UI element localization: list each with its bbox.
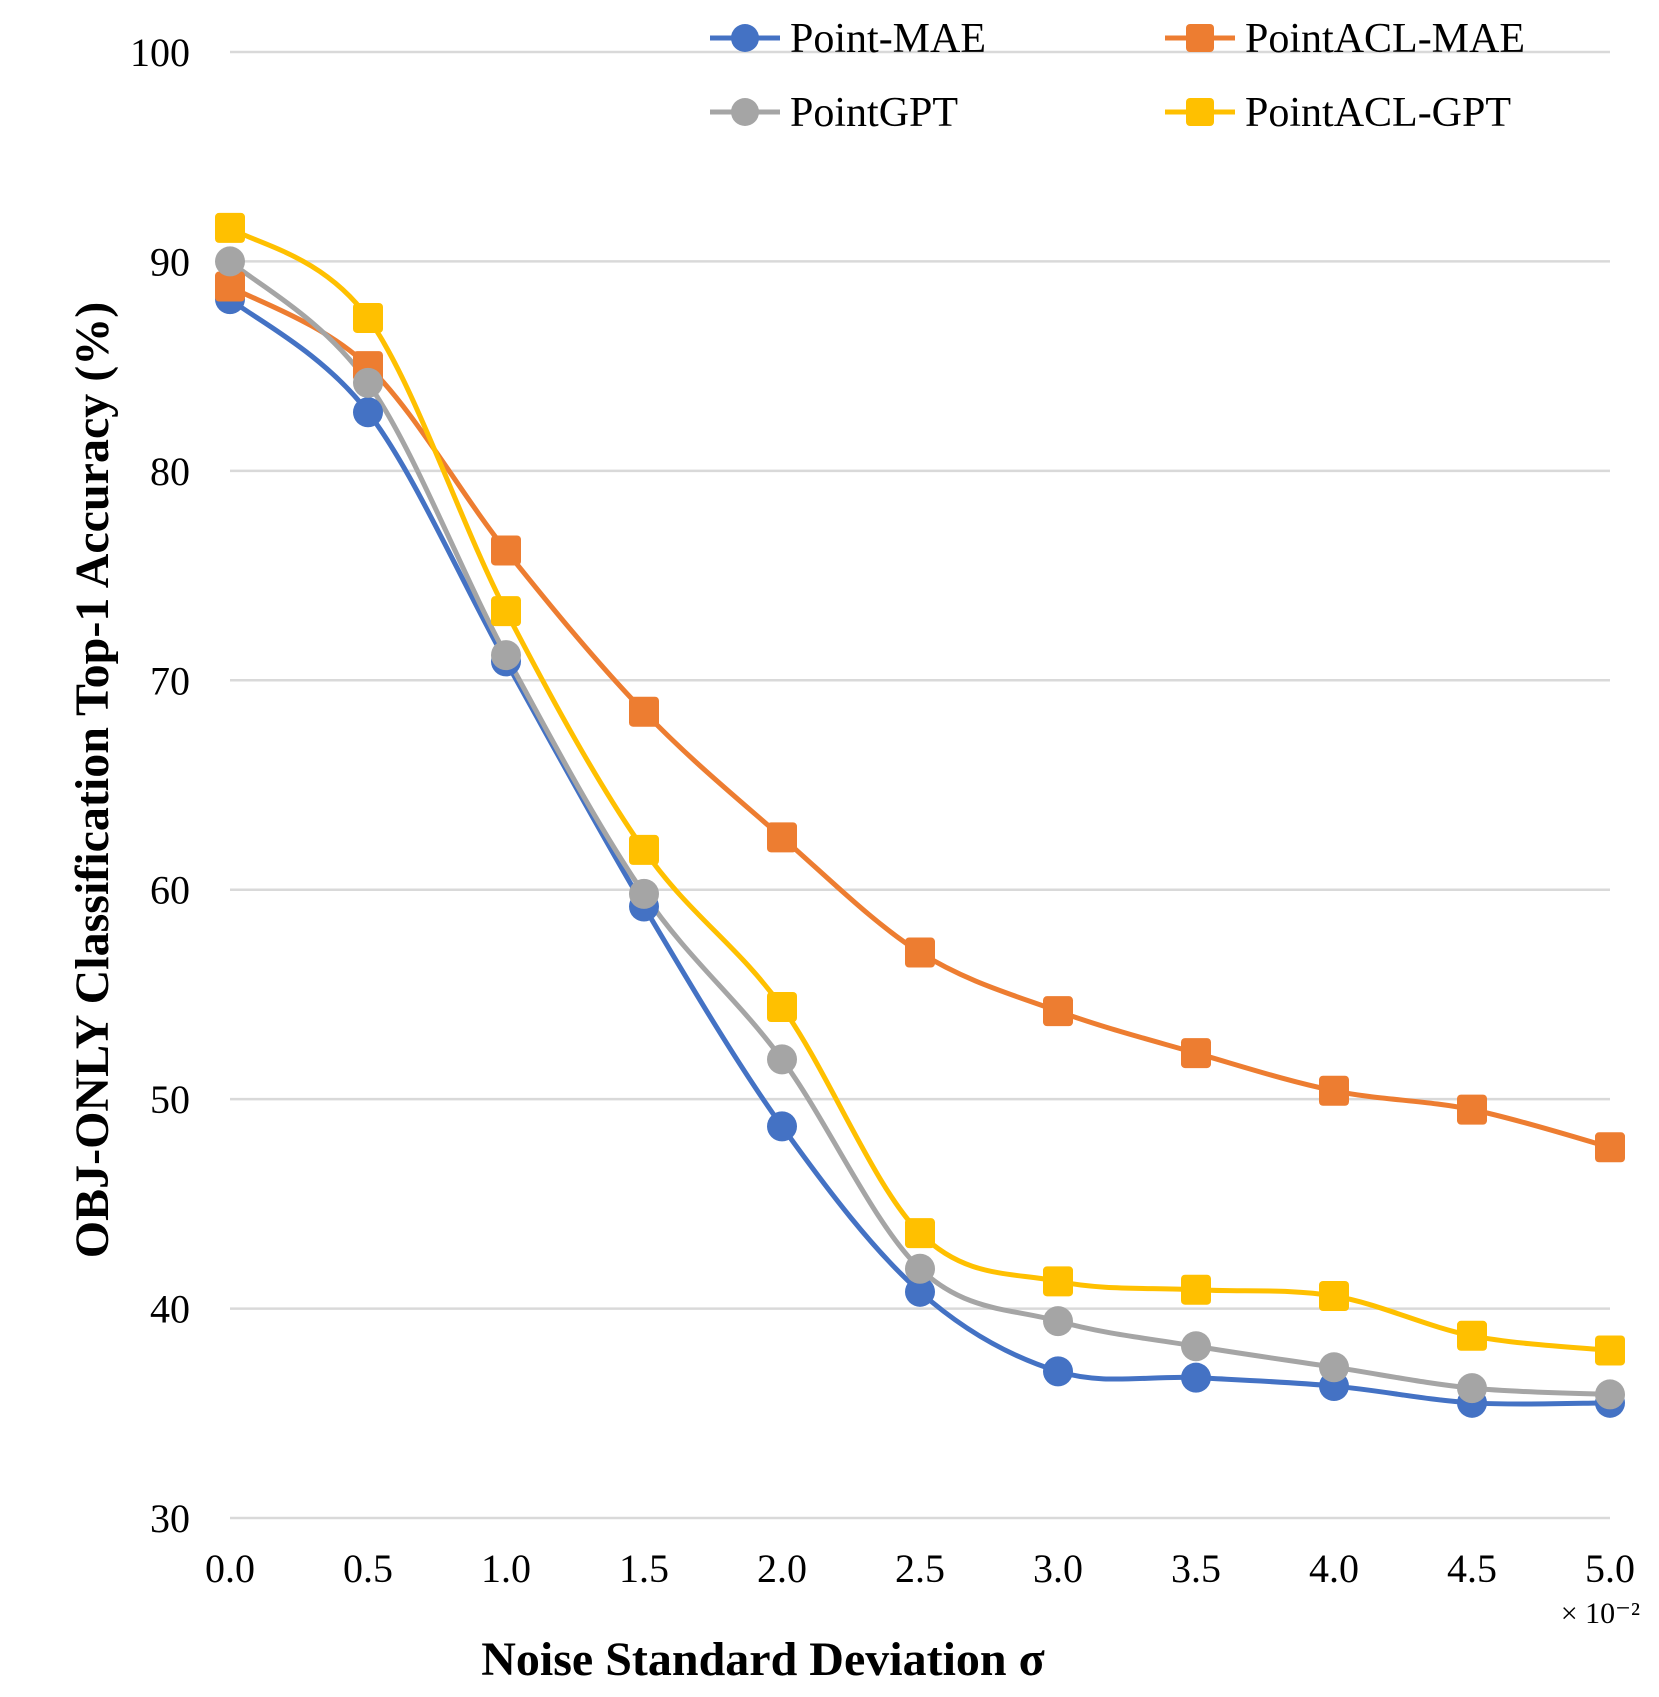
x-tick-label: 3.0 xyxy=(1033,1546,1083,1591)
legend-swatch-marker xyxy=(1186,98,1214,126)
x-tick-label: 2.0 xyxy=(757,1546,807,1591)
data-point xyxy=(629,834,659,865)
legend: Point-MAE PointACL-MAE PointGPT PointACL-GP… xyxy=(710,16,1525,136)
x-tick-label: 2.5 xyxy=(895,1546,945,1591)
legend-label: Point-MAE xyxy=(790,16,986,62)
y-axis-title: OBJ-ONLY Classification Top-1 Accuracy (… xyxy=(66,302,119,1258)
legend-swatch-marker xyxy=(1186,24,1214,52)
x-axis-multiplier: × 10⁻² xyxy=(1561,1597,1640,1630)
data-point xyxy=(767,822,797,853)
data-point xyxy=(353,367,383,398)
data-point xyxy=(491,535,521,566)
y-tick-label: 70 xyxy=(150,658,190,703)
data-point xyxy=(767,1044,797,1075)
legend-item-pointacl-mae: PointACL-MAE xyxy=(1165,16,1525,62)
data-point xyxy=(629,878,659,909)
data-point xyxy=(1319,1075,1349,1106)
data-point xyxy=(1595,1132,1625,1163)
y-tick-label: 60 xyxy=(150,868,190,913)
data-point xyxy=(215,212,245,243)
legend-label: PointACL-GPT xyxy=(1245,90,1511,136)
data-point xyxy=(491,640,521,671)
data-point xyxy=(1595,1335,1625,1366)
x-tick-label: 4.0 xyxy=(1309,1546,1359,1591)
data-point xyxy=(767,1111,797,1142)
series-markers xyxy=(215,212,1625,1418)
x-tick-label: 0.5 xyxy=(343,1546,393,1591)
data-point xyxy=(905,937,935,968)
x-tick-labels: 0.0 0.5 1.0 1.5 2.0 2.5 3.0 3.5 4.0 4.5 5.0 xyxy=(205,1546,1635,1591)
data-point xyxy=(1181,1362,1211,1393)
data-point xyxy=(1595,1379,1625,1410)
data-point xyxy=(1043,996,1073,1027)
series-points-pointacl-mae xyxy=(215,271,1625,1163)
y-tick-label: 90 xyxy=(150,239,190,284)
x-tick-label: 1.5 xyxy=(619,1546,669,1591)
x-tick-label: 5.0 xyxy=(1585,1546,1635,1591)
data-point xyxy=(1181,1038,1211,1069)
data-point xyxy=(767,991,797,1022)
series-points-pointgpt xyxy=(215,246,1625,1410)
data-point xyxy=(1043,1356,1073,1387)
x-tick-label: 1.0 xyxy=(481,1546,531,1591)
data-point xyxy=(215,271,245,302)
data-point xyxy=(1319,1352,1349,1383)
data-point xyxy=(1457,1320,1487,1351)
x-tick-label: 0.0 xyxy=(205,1546,255,1591)
data-point xyxy=(1457,1094,1487,1125)
x-tick-label: 3.5 xyxy=(1171,1546,1221,1591)
legend-item-pointgpt: PointGPT xyxy=(710,90,958,136)
data-point xyxy=(1181,1331,1211,1362)
series-points-pointacl-gpt xyxy=(215,212,1625,1366)
legend-swatch-marker xyxy=(731,98,759,126)
legend-swatch-marker xyxy=(731,24,759,52)
y-tick-label: 100 xyxy=(130,30,190,75)
legend-item-pointacl-gpt: PointACL-GPT xyxy=(1165,90,1511,136)
legend-item-point-mae: Point-MAE xyxy=(710,16,986,62)
data-point xyxy=(353,302,383,333)
data-point xyxy=(905,1276,935,1307)
data-point xyxy=(1181,1274,1211,1305)
x-axis-title: Noise Standard Deviation σ xyxy=(481,1633,1044,1686)
data-point xyxy=(353,397,383,428)
data-point xyxy=(491,596,521,627)
y-tick-label: 50 xyxy=(150,1077,190,1122)
y-tick-label: 30 xyxy=(150,1496,190,1541)
x-tick-label: 4.5 xyxy=(1447,1546,1497,1591)
y-tick-label: 80 xyxy=(150,449,190,494)
legend-label: PointACL-MAE xyxy=(1245,16,1525,62)
data-point xyxy=(1457,1373,1487,1404)
data-point xyxy=(905,1253,935,1284)
gridlines xyxy=(230,50,1610,1520)
data-point xyxy=(1319,1281,1349,1312)
data-point xyxy=(1043,1306,1073,1337)
y-tick-label: 40 xyxy=(150,1287,190,1332)
legend-label: PointGPT xyxy=(790,90,958,136)
series-line-pointacl-mae xyxy=(227,284,1613,1150)
series-line-pointacl-gpt xyxy=(227,225,1613,1353)
data-point xyxy=(1043,1266,1073,1297)
y-tick-labels: 30 40 50 60 70 80 90 100 xyxy=(130,30,190,1541)
data-point xyxy=(905,1218,935,1249)
data-point xyxy=(215,246,245,277)
data-point xyxy=(629,696,659,727)
